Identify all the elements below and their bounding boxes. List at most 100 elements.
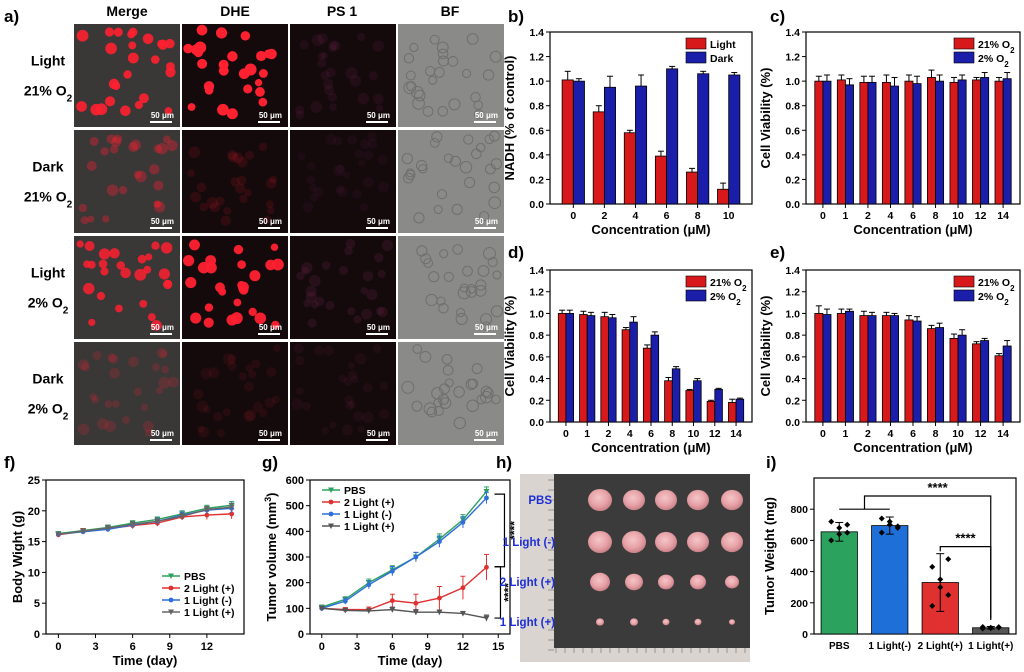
micro-cell [139,299,148,308]
micro-cell [307,318,317,328]
micro-cell [254,312,267,325]
bar-2o [845,310,854,423]
x-tick-label: 0 [820,428,826,440]
micro-cell-outline [403,53,415,64]
micro-cell [360,138,371,149]
micro-cell [197,425,205,433]
micro-cell [153,180,164,191]
micro-scale-label: 50 μm [367,429,390,438]
micro-cell [367,132,377,142]
y-tick-label: 1.2 [529,52,544,64]
micro-cell-outline [487,256,498,268]
x-tick-label: 12 [709,428,721,440]
micro-cell [230,177,240,187]
micro-cell-outline [428,271,440,283]
micro-cell [325,67,336,78]
micro-cell-outline [463,176,476,189]
micro-cell-outline [448,98,461,111]
data-point [483,615,490,622]
series-line [321,566,487,611]
micro-cell-outline [439,397,452,409]
bar-2o [957,334,967,423]
micro-cell-outline [488,130,500,142]
micro-cell-outline [490,158,503,170]
micro-cell-outline [443,271,454,282]
micro-cell [88,318,96,327]
micro-cell-outline [442,364,454,376]
x-tick-label: 10 [688,428,700,440]
micro-row-oxygen: 2% O2 [28,401,69,423]
micro-cell [267,206,275,215]
micro-cell [194,41,207,54]
plot-frame [45,479,245,635]
micro-cell-outline [456,307,466,318]
micro-cell [295,356,305,366]
micro-tile [290,130,396,233]
micro-cell [130,139,142,151]
micro-cell [228,152,239,163]
micro-scale-label: 50 μm [475,429,498,438]
y-tick-label: 0.4 [529,150,544,162]
legend-swatch [953,37,975,50]
micro-cell [258,408,268,418]
micro-col-merge: Merge [106,3,147,19]
micro-cell [360,287,368,295]
x-tick-label: 9 [167,641,173,653]
bar-21o [904,319,914,423]
micro-cell [258,69,268,78]
micro-cell [106,184,119,196]
data-point [844,529,851,536]
y-tick-label: 0.0 [529,417,544,429]
data-point [979,625,986,632]
bar-21o [927,77,936,205]
micro-row-condition: Dark [32,371,63,387]
micro-cell [248,307,257,317]
micro-cell [227,361,237,371]
bar [820,531,858,635]
micro-cell [373,93,384,105]
micro-cell-outline [416,245,428,257]
x-tick-label: 12 [975,210,987,222]
x-tick-label: 1 [842,210,848,222]
series-line [58,506,232,535]
micro-cell [183,43,193,54]
micro-cell [297,152,306,161]
micro-cell-outline [409,42,419,53]
bar-21o [994,355,1004,423]
bar-2o [693,380,702,423]
micro-scale-label: 50 μm [259,217,282,226]
data-point [129,521,136,528]
micro-cell [243,381,254,392]
micro-cell-outline [444,378,454,388]
micro-cell-outline [405,70,416,81]
y-tick-label: 600 [790,535,808,547]
y-tick-label: 1.0 [785,308,800,320]
data-point [413,554,419,560]
series-line [321,607,487,619]
micro-cell [203,317,214,328]
legend-swatch [685,37,707,50]
legend-label: 2 Light (+) [184,583,234,595]
data-point [366,582,372,588]
data-point [937,576,944,583]
micro-cell [193,389,204,400]
micro-cell [299,40,309,50]
legend-label: PBS [344,485,366,497]
micro-cell [270,243,279,251]
micro-cell [138,93,149,104]
micro-cell-outline [424,65,436,77]
data-point [179,513,186,520]
data-point [886,521,893,528]
micro-cell [306,175,316,185]
data-point [878,529,885,536]
data-point [168,585,174,591]
significance-label: **** [955,531,976,546]
y-tick-label: 0.4 [785,374,800,386]
bar-21o [927,328,936,423]
tumor-specimen [725,575,739,589]
x-tick-label: 4 [888,428,894,440]
data-point [328,487,334,493]
micro-cell [310,101,323,113]
micro-cell [197,261,210,274]
x-tick-label: 9 [425,641,431,653]
